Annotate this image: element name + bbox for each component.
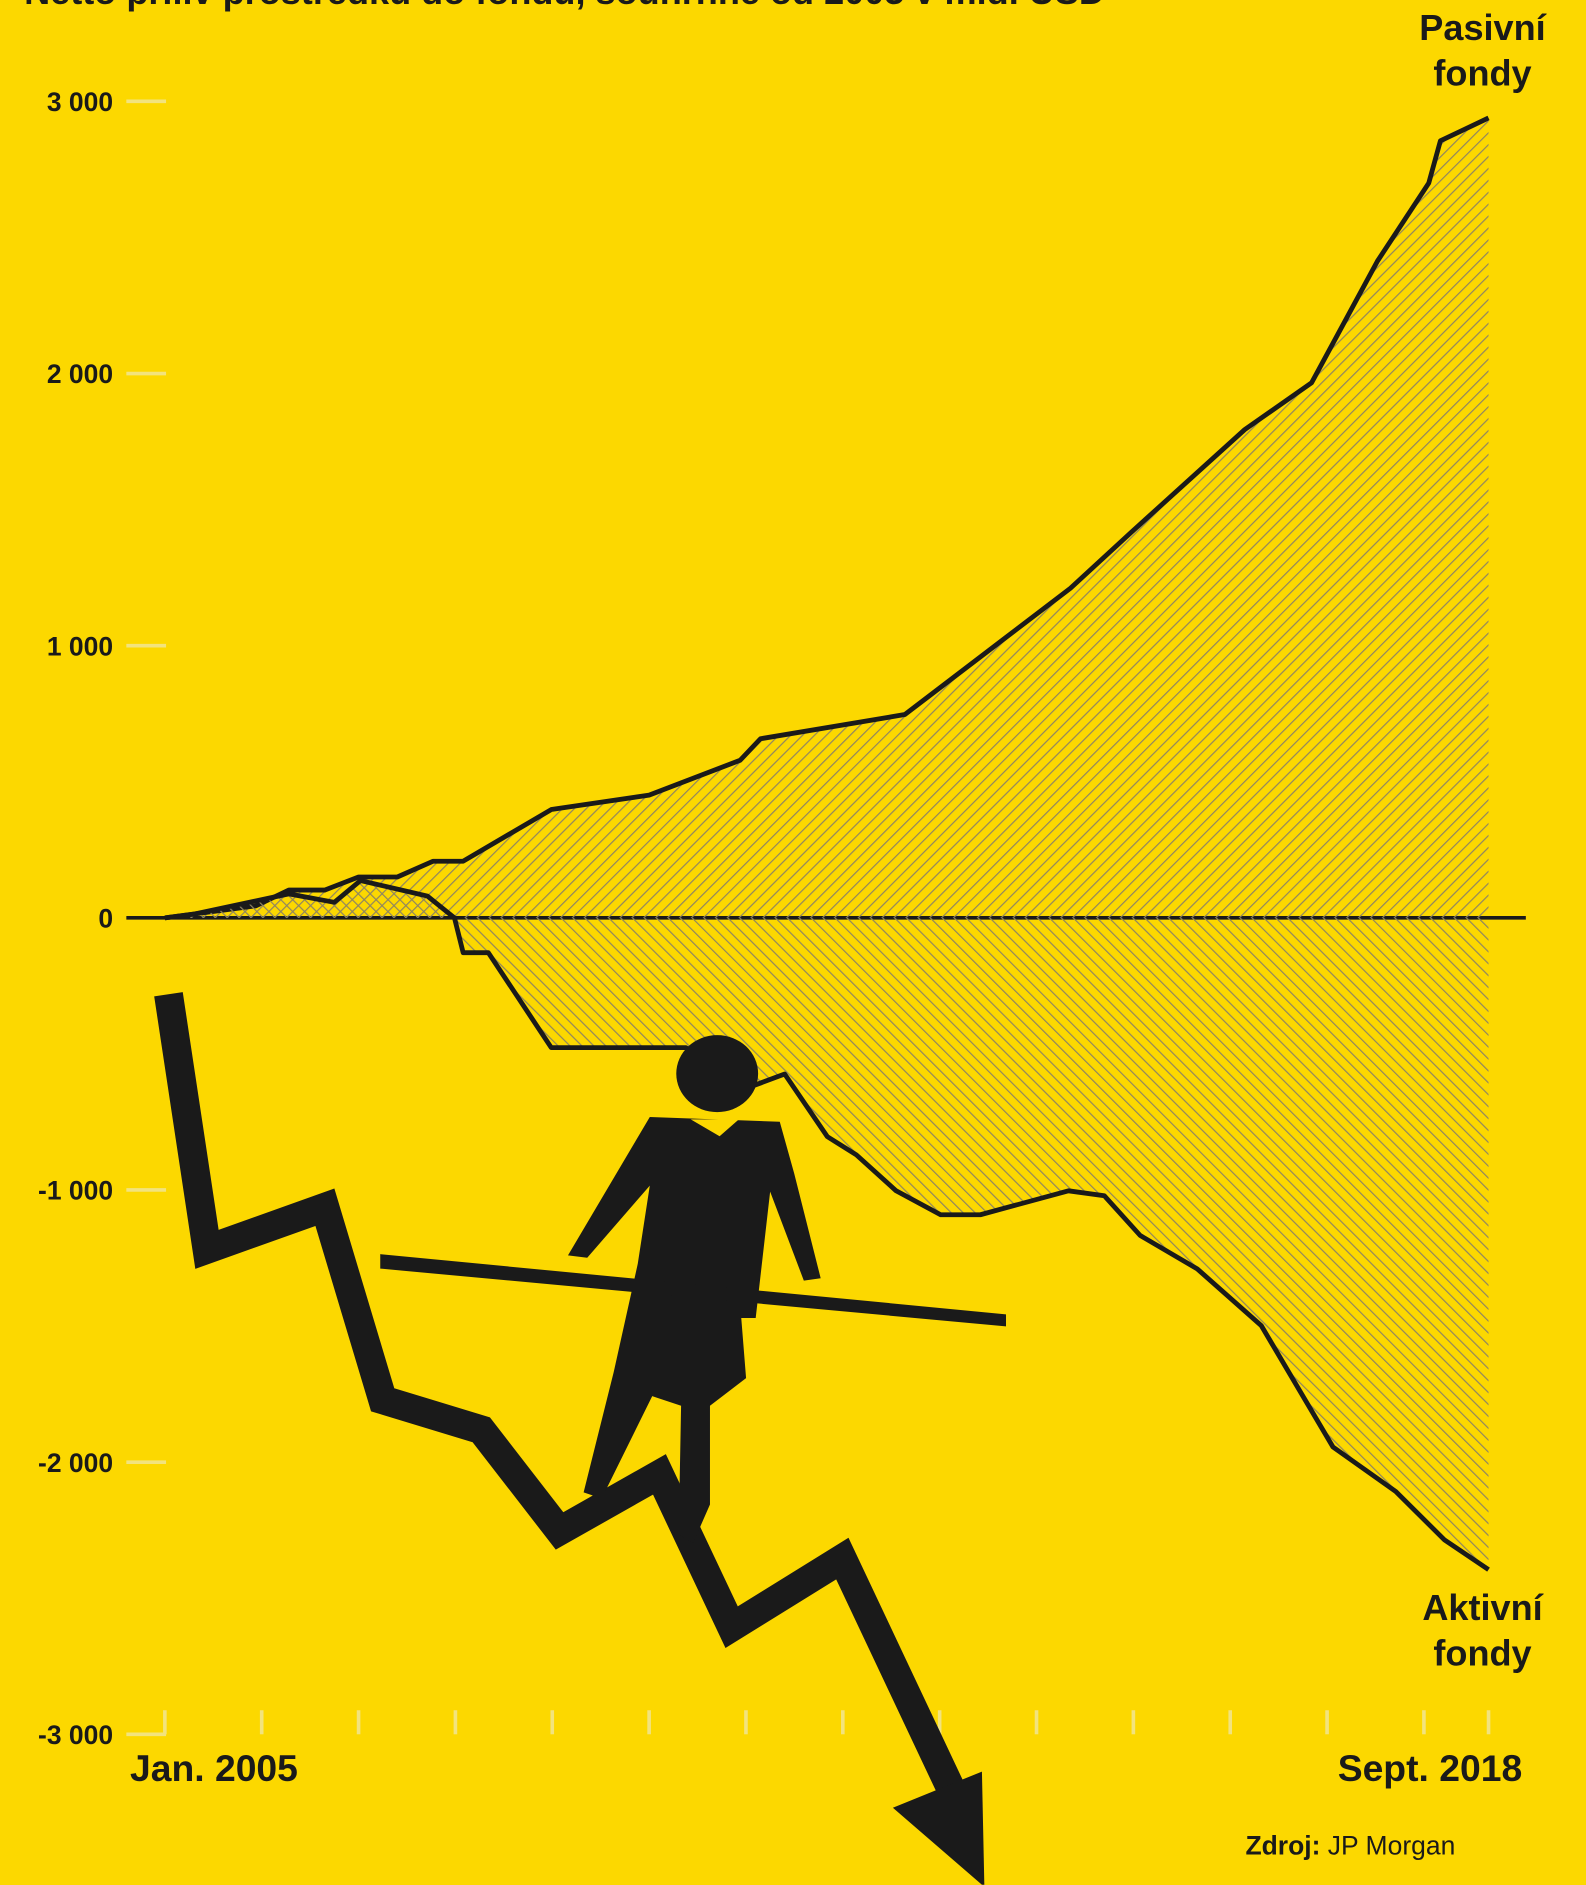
series-label-line: Aktivní	[1422, 1587, 1543, 1628]
source: Zdroj: JP Morgan	[1245, 1831, 1455, 1861]
x-tick-label: Jan. 2005	[130, 1747, 298, 1789]
y-tick-label: -1 000	[38, 1176, 113, 1206]
area	[164, 880, 1489, 1570]
series-label-line: fondy	[1433, 1633, 1531, 1674]
source-label: Zdroj:	[1245, 1831, 1320, 1861]
series-label-line: fondy	[1433, 53, 1531, 94]
line	[164, 115, 1490, 921]
x-tick-label: Sept. 2018	[1338, 1747, 1523, 1789]
y-tick-label: 2 000	[47, 359, 113, 389]
y-tick-label: 0	[98, 903, 113, 933]
series-label: Aktivní fondy	[1422, 1587, 1543, 1674]
illustration	[154, 992, 1006, 1885]
y-tick-label: -2 000	[38, 1448, 113, 1478]
line	[164, 878, 1490, 1572]
chart-title: Netto příliv prostředků do fondů, souhrn…	[24, 0, 1105, 12]
y-tick-label: 3 000	[47, 87, 113, 117]
y-tick-label: 1 000	[47, 631, 113, 661]
series-label-line: Pasivní	[1419, 7, 1546, 48]
area	[164, 117, 1489, 918]
y-tick-label: -3 000	[38, 1720, 113, 1750]
series-label: Pasivní fondy	[1419, 7, 1546, 94]
source-text: JP Morgan	[1328, 1831, 1456, 1861]
